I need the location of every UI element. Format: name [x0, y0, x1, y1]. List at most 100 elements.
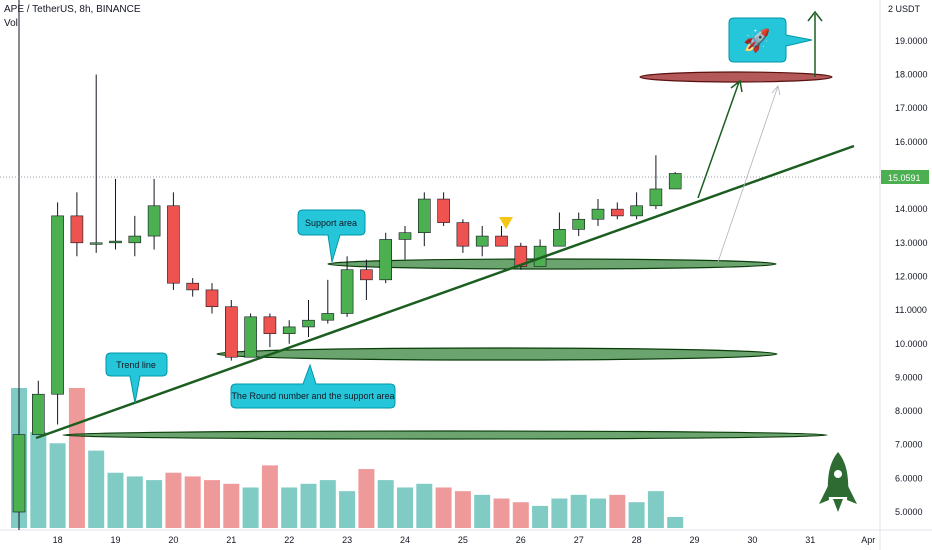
candle — [147, 205, 161, 237]
candle — [437, 198, 450, 223]
volume-bar — [397, 487, 413, 528]
volume-bar — [49, 443, 66, 528]
candle — [610, 208, 624, 217]
candle — [321, 313, 335, 321]
rocket-emoji-icon: 🚀 — [743, 28, 770, 53]
candle — [31, 393, 45, 435]
volume-bar — [281, 487, 298, 528]
candle — [514, 245, 528, 267]
candle — [186, 282, 199, 291]
volume-bar — [30, 432, 47, 528]
projection-arrow[interactable] — [717, 85, 779, 263]
candle — [282, 326, 296, 334]
support-zone-12[interactable] — [327, 258, 777, 270]
price-tick-label: 16.0000 — [895, 137, 928, 147]
price-tick-label: 10.0000 — [895, 339, 928, 349]
volume-bar — [261, 465, 278, 528]
support-area-callout[interactable] — [297, 209, 366, 263]
time-tick-label: 18 — [53, 535, 63, 545]
price-tick-label: 18.0000 — [895, 70, 928, 80]
time-tick-label: 30 — [747, 535, 757, 545]
time-tick-label: 31 — [805, 535, 815, 545]
volume-bar — [300, 483, 317, 528]
candle — [70, 215, 84, 244]
time-tick-label: 26 — [516, 535, 526, 545]
trend-line-label: Trend line — [116, 360, 156, 370]
volume-bar — [68, 388, 85, 528]
candle — [553, 229, 566, 247]
chart-header: APE / TetherUS, 8h, BINANCE Vol — [4, 3, 141, 31]
trend-line-callout[interactable] — [105, 352, 168, 404]
round-number-callout[interactable] — [230, 363, 396, 409]
candle — [591, 208, 605, 220]
down-triangle-marker — [499, 217, 513, 229]
price-tick-label: 14.0000 — [895, 204, 928, 214]
support-zone-10[interactable] — [216, 347, 778, 361]
price-tick-label: 7.0000 — [895, 440, 923, 450]
candle — [379, 239, 393, 281]
price-tick-label: 12.0000 — [895, 271, 928, 281]
candle — [225, 306, 238, 358]
volume-bar — [223, 483, 240, 528]
volume-bar — [647, 491, 664, 528]
volume-indicator-label[interactable]: Vol — [4, 18, 18, 29]
target-arrow-head — [730, 79, 743, 93]
volume-bar — [590, 498, 606, 528]
time-tick-label: 27 — [574, 535, 584, 545]
price-tick-label: 9.0000 — [895, 372, 923, 382]
rocket-icon — [819, 452, 857, 512]
candle — [340, 269, 354, 314]
candle — [128, 235, 142, 244]
volume-bar — [512, 502, 529, 528]
symbol-title[interactable]: APE / TetherUS, 8h, BINANCE — [4, 4, 141, 15]
volume-bar — [204, 480, 220, 528]
candle — [668, 173, 682, 190]
target-zone-18[interactable] — [639, 71, 833, 83]
volume-bar — [339, 491, 356, 528]
time-tick-label: 28 — [632, 535, 642, 545]
flag-pole-head — [807, 10, 823, 22]
candle — [263, 316, 277, 334]
volume-bar — [628, 502, 645, 528]
volume-bar — [454, 491, 471, 528]
volume-bar — [165, 472, 182, 528]
round-number-label: The Round number and the support area — [231, 391, 394, 401]
volume-bar — [416, 483, 433, 528]
candle — [456, 222, 470, 247]
time-tick-label: 23 — [342, 535, 352, 545]
volume-bar — [126, 476, 143, 528]
volume-bar — [435, 487, 452, 528]
volume-bar — [532, 505, 549, 528]
support-zone-7[interactable] — [62, 430, 828, 440]
candle — [417, 198, 431, 234]
time-tick-label: 22 — [284, 535, 294, 545]
last-price-tag — [881, 170, 929, 184]
candle — [244, 316, 257, 358]
price-tick-label: 5.0000 — [895, 507, 923, 517]
candle — [205, 289, 219, 308]
volume-bar — [474, 494, 491, 528]
price-tick-label: 19.0000 — [895, 36, 928, 46]
volume-bar — [667, 516, 684, 528]
price-tick-label: 8.0000 — [895, 406, 923, 416]
target-arrow[interactable] — [697, 81, 740, 199]
price-tick-label: 11.0000 — [895, 305, 927, 315]
volume-bars — [11, 388, 684, 528]
time-tick-label: 20 — [168, 535, 178, 545]
rocket-flag-callout[interactable] — [728, 17, 813, 63]
support-area-label: Support area — [305, 218, 357, 228]
time-tick-label: Apr — [861, 535, 875, 545]
price-axis-top-label: 2 USDT — [888, 4, 921, 14]
time-axis[interactable]: 18 19 20 21 22 23 24 25 26 27 28 29 30 31 Apr — [53, 535, 876, 545]
candle — [649, 188, 663, 207]
trend-line[interactable] — [35, 144, 855, 440]
candle — [12, 434, 26, 513]
candle — [360, 269, 373, 281]
projection-arrow-head — [771, 85, 781, 96]
volume-bar — [242, 487, 259, 528]
volume-bar — [377, 480, 394, 528]
volume-bar — [493, 498, 510, 528]
candle — [495, 235, 508, 247]
candle — [630, 205, 643, 217]
